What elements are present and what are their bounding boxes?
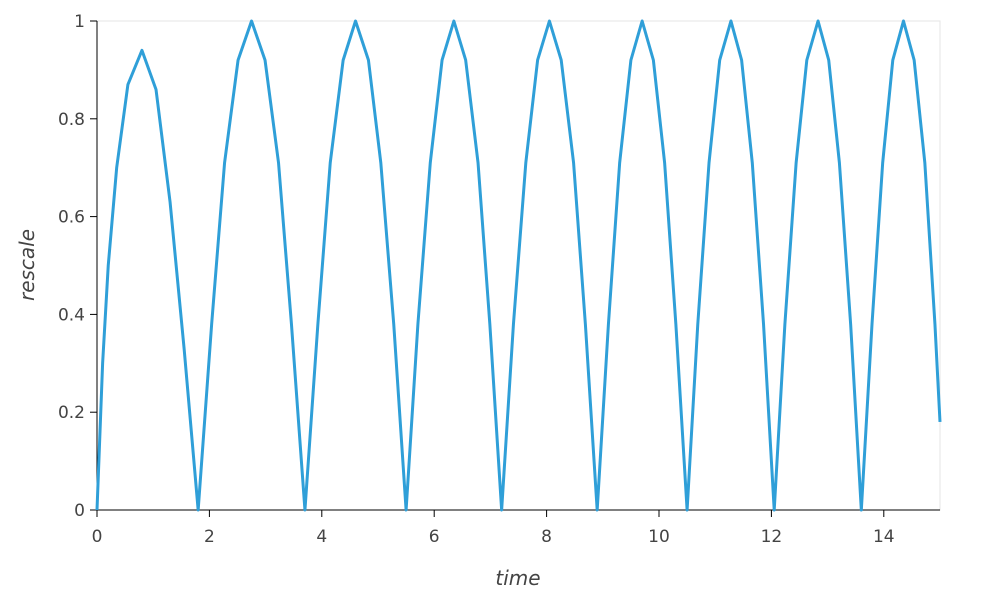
x-tick-label: 0 bbox=[92, 527, 103, 547]
x-tick-label: 14 bbox=[873, 527, 895, 547]
x-tick-label: 2 bbox=[204, 527, 215, 547]
x-axis-title: time bbox=[495, 566, 540, 590]
y-tick-label: 0.2 bbox=[58, 403, 85, 423]
y-axis-title: rescale bbox=[15, 229, 39, 301]
y-tick-label: 1 bbox=[74, 12, 85, 32]
x-tick-label: 10 bbox=[648, 527, 670, 547]
y-tick-label: 0.8 bbox=[58, 110, 85, 130]
y-tick-label: 0 bbox=[74, 501, 85, 521]
x-tick-label: 12 bbox=[761, 527, 783, 547]
x-tick-label: 6 bbox=[429, 527, 440, 547]
x-tick-label: 4 bbox=[316, 527, 327, 547]
x-tick-label: 8 bbox=[541, 527, 552, 547]
y-tick-label: 0.6 bbox=[58, 208, 85, 228]
y-tick-label: 0.4 bbox=[58, 305, 85, 325]
line bbox=[95, 19, 942, 512]
